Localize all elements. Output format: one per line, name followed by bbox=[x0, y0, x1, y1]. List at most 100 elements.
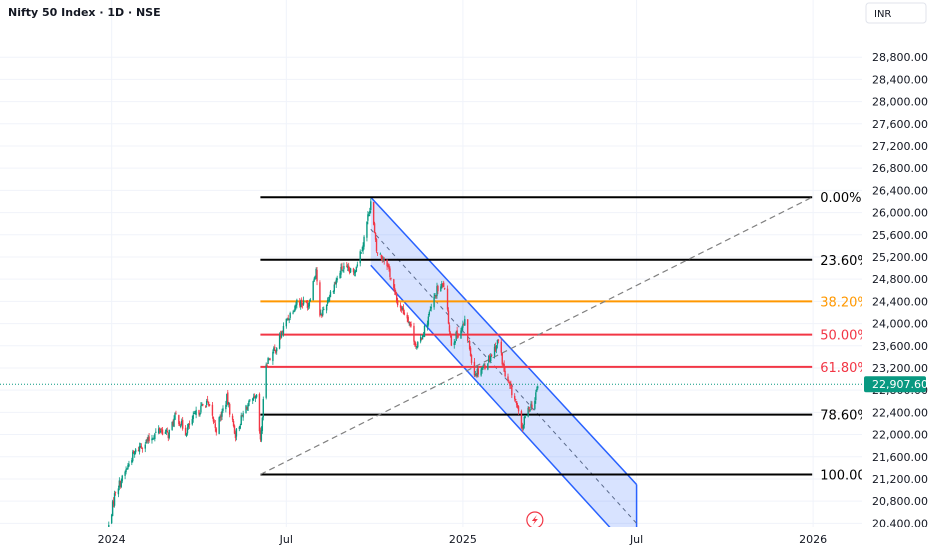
candle-body bbox=[423, 325, 426, 338]
candle-body bbox=[326, 300, 329, 304]
candle-body bbox=[475, 375, 478, 377]
candle-body bbox=[379, 253, 382, 255]
candle-body bbox=[510, 383, 512, 386]
candle-body bbox=[456, 330, 458, 336]
candle-body bbox=[395, 291, 397, 295]
candle-body bbox=[184, 427, 187, 436]
candle-body bbox=[267, 358, 269, 364]
candle-body bbox=[124, 471, 126, 476]
candle-body bbox=[180, 426, 182, 428]
candle-body bbox=[296, 299, 298, 305]
price-tick-label: 26,400.00 bbox=[872, 184, 928, 197]
candle-body bbox=[137, 450, 140, 452]
candle-body bbox=[279, 333, 282, 338]
candle-body bbox=[360, 252, 362, 254]
candle-body bbox=[342, 269, 344, 271]
candle-body bbox=[153, 438, 155, 440]
candle-body bbox=[442, 283, 444, 285]
candle-body bbox=[332, 291, 335, 293]
candle-body bbox=[363, 236, 365, 247]
candle-body bbox=[390, 277, 392, 279]
price-tick-label: 21,600.00 bbox=[872, 451, 928, 464]
price-tick-label: 27,200.00 bbox=[872, 140, 928, 153]
candle-body bbox=[282, 326, 285, 334]
candle-body bbox=[112, 500, 115, 505]
candle-body bbox=[157, 428, 160, 434]
trendline-dashed[interactable] bbox=[260, 196, 813, 475]
time-tick-label: Jul bbox=[629, 533, 643, 546]
candle-body bbox=[231, 415, 234, 420]
candle-body bbox=[483, 363, 485, 366]
candle-body bbox=[255, 394, 258, 398]
price-axis[interactable]: 20,400.0020,800.0021,200.0021,600.0022,0… bbox=[862, 0, 932, 550]
candle-body bbox=[517, 406, 520, 412]
candle-body bbox=[521, 426, 524, 428]
candle-body bbox=[537, 386, 539, 389]
candle-body bbox=[509, 382, 511, 386]
candle-body bbox=[323, 308, 325, 311]
candle-body bbox=[178, 415, 180, 425]
candle-body bbox=[417, 342, 419, 348]
candle-body bbox=[192, 414, 194, 420]
candle-body bbox=[146, 440, 148, 442]
candle-body bbox=[280, 332, 283, 338]
fib-level-label: 23.60% bbox=[820, 254, 870, 269]
candle-body bbox=[501, 353, 503, 365]
price-tick-label: 23,200.00 bbox=[872, 362, 928, 375]
candle-body bbox=[117, 488, 120, 495]
candle-body bbox=[302, 300, 305, 305]
channel-lower-line[interactable] bbox=[370, 264, 637, 555]
lightning-icon[interactable] bbox=[526, 511, 544, 529]
candle-body bbox=[300, 299, 303, 305]
candle-body bbox=[187, 423, 190, 428]
channel-upper-line[interactable] bbox=[370, 196, 638, 486]
candle-body bbox=[504, 370, 506, 377]
last-price-value: 22,907.60 bbox=[872, 378, 928, 391]
currency-label[interactable]: INR bbox=[874, 9, 891, 20]
candle-body bbox=[221, 411, 223, 417]
price-tick-label: 26,000.00 bbox=[872, 207, 928, 220]
candle-body bbox=[307, 305, 310, 307]
candle-body bbox=[443, 287, 446, 289]
candle-body bbox=[388, 264, 390, 270]
candle-body bbox=[288, 318, 290, 321]
candle-body bbox=[349, 268, 352, 273]
candle-body bbox=[292, 312, 294, 314]
candle-body bbox=[198, 410, 200, 415]
candle-body bbox=[295, 304, 297, 307]
candle-body bbox=[247, 404, 249, 411]
candle-body bbox=[528, 406, 530, 410]
candle-body bbox=[341, 266, 343, 270]
candle-body bbox=[387, 265, 389, 267]
candle-body bbox=[406, 314, 408, 319]
candle-body bbox=[299, 301, 301, 306]
candle-body bbox=[422, 335, 425, 337]
candle-body bbox=[370, 201, 372, 211]
time-tick-label: 2025 bbox=[449, 533, 477, 546]
candle-body bbox=[294, 305, 296, 312]
candle-body bbox=[160, 429, 163, 431]
candle-body bbox=[454, 341, 456, 344]
candle-body bbox=[218, 417, 220, 434]
trendline[interactable] bbox=[260, 196, 813, 475]
candle-body bbox=[400, 306, 403, 311]
candle-body bbox=[347, 265, 350, 271]
currency-button[interactable]: INR bbox=[865, 2, 927, 24]
candle-body bbox=[168, 429, 170, 438]
time-axis[interactable]: Jul2024Jul2025Jul2026 bbox=[0, 527, 932, 550]
currency-button-frame[interactable] bbox=[865, 2, 927, 24]
candle-body bbox=[238, 427, 240, 429]
candle-body bbox=[207, 401, 210, 405]
candle-body bbox=[151, 438, 153, 441]
candle-body bbox=[121, 475, 123, 482]
candle-body bbox=[343, 266, 345, 270]
candle-body bbox=[346, 265, 348, 267]
candle-body bbox=[145, 439, 147, 443]
candle-body bbox=[368, 214, 370, 216]
candle-body bbox=[340, 267, 342, 275]
candle-body bbox=[409, 321, 411, 326]
price-tick-label: 26,800.00 bbox=[872, 162, 928, 175]
candle-body bbox=[131, 460, 133, 463]
